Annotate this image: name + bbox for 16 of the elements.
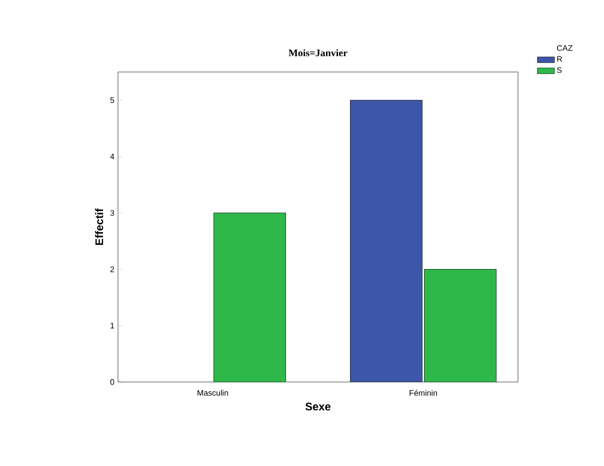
x-tick-label: Masculin [198, 390, 228, 396]
x-axis-title: Sexe [305, 402, 330, 410]
y-tick-label: 5 [110, 97, 114, 103]
chart-title: Mois=Janvier [288, 49, 348, 56]
x-tick-label: Féminin [410, 390, 437, 396]
legend-label: S [557, 67, 562, 73]
bar [214, 212, 286, 382]
y-tick-label: 0 [110, 379, 114, 385]
y-axis-title: Effectif [95, 208, 104, 245]
legend-label: R [557, 56, 562, 62]
y-tick-label: 1 [110, 322, 114, 328]
legend-title: CAZ [557, 45, 572, 51]
y-tick-label: 4 [110, 154, 114, 160]
y-tick-label: 2 [110, 266, 114, 272]
bar [424, 269, 496, 382]
y-tick-label: 3 [110, 210, 114, 216]
